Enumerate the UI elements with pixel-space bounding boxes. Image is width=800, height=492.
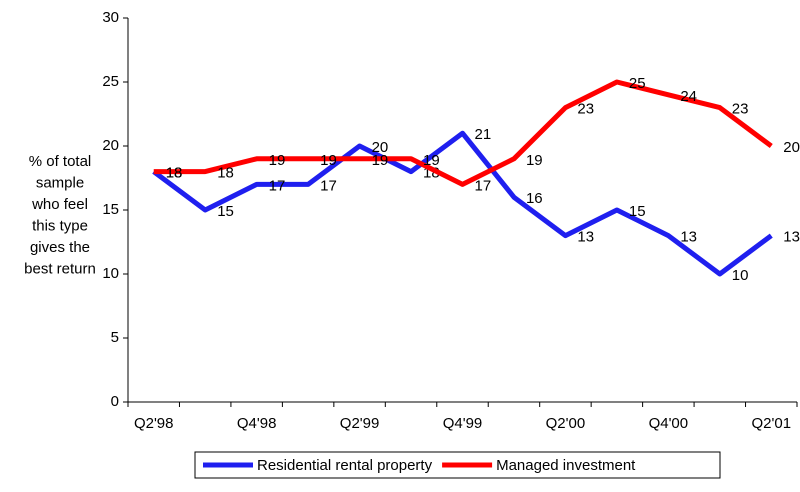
- data-label: 17: [269, 177, 286, 194]
- data-label: 20: [783, 139, 800, 156]
- y-axis-label: sample: [36, 174, 84, 191]
- data-label: 15: [629, 203, 646, 220]
- data-label: 24: [680, 88, 697, 105]
- x-tick-label: Q4'00: [649, 415, 689, 432]
- data-label: 20: [372, 139, 389, 156]
- x-tick-label: Q4'98: [237, 415, 277, 432]
- data-label: 16: [526, 190, 543, 207]
- data-label: 10: [732, 267, 749, 284]
- x-tick-label: Q2'00: [546, 415, 586, 432]
- data-label: 18: [217, 165, 234, 182]
- data-label: 21: [475, 126, 492, 143]
- data-label: 17: [475, 177, 492, 194]
- data-label: 19: [526, 152, 543, 169]
- y-axis-label: gives the: [30, 239, 90, 256]
- y-axis-label: best return: [24, 260, 96, 277]
- data-label: 23: [577, 101, 594, 118]
- data-label: 17: [320, 177, 337, 194]
- data-label: 23: [732, 101, 749, 118]
- legend-label: Managed investment: [496, 457, 636, 474]
- series-line: [153, 79, 773, 187]
- series-line: [152, 130, 773, 277]
- legend: Residential rental property Managed inves…: [194, 451, 721, 479]
- data-label: 19: [269, 152, 286, 169]
- x-tick-label: Q2'98: [134, 415, 174, 432]
- y-tick-label: 15: [102, 201, 119, 218]
- data-label: 15: [217, 203, 234, 220]
- data-label: 25: [629, 75, 646, 92]
- data-label: 19: [423, 152, 440, 169]
- x-tick-label: Q4'99: [443, 415, 483, 432]
- data-label: 13: [680, 229, 697, 246]
- data-label: 13: [577, 229, 594, 246]
- data-label: 18: [166, 165, 183, 182]
- y-tick-label: 30: [102, 9, 119, 26]
- data-label: 13: [783, 229, 800, 246]
- y-tick-label: 10: [102, 265, 119, 282]
- x-tick-label: Q2'99: [340, 415, 380, 432]
- y-axis-label: % of total: [29, 153, 92, 170]
- y-tick-label: 5: [111, 329, 119, 346]
- x-tick-label: Q2'01: [751, 415, 791, 432]
- y-axis-label: this type: [32, 217, 88, 234]
- y-tick-label: 20: [102, 137, 119, 154]
- y-axis-label: who feel: [31, 196, 88, 213]
- y-tick-label: 0: [111, 393, 119, 410]
- data-label: 19: [372, 152, 389, 169]
- data-label: 19: [320, 152, 337, 169]
- legend-label: Residential rental property: [257, 457, 433, 474]
- y-tick-label: 25: [102, 73, 119, 90]
